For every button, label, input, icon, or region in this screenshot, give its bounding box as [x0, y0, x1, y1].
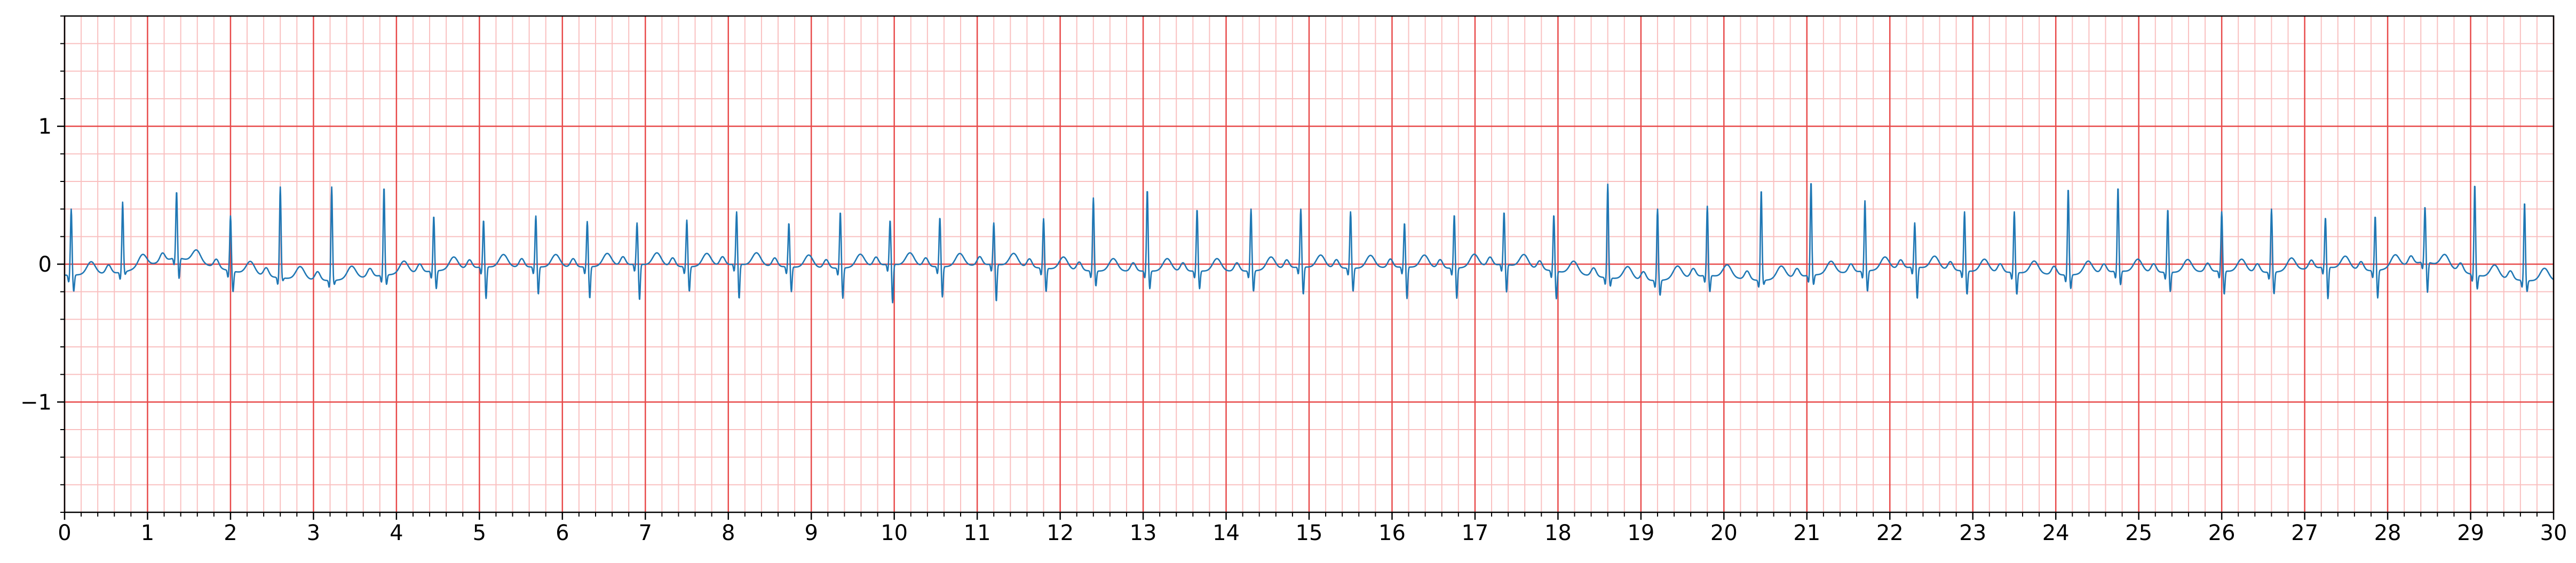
- x-tick-label: 8: [722, 521, 735, 545]
- x-tick-label: 9: [804, 521, 818, 545]
- x-tick-label: 7: [639, 521, 652, 545]
- signal-layer: [64, 181, 2554, 304]
- x-tick-label: 3: [307, 521, 320, 545]
- x-tick-label: 4: [390, 521, 403, 545]
- y-tick-label: −1: [20, 390, 52, 415]
- x-tick-label: 5: [473, 521, 486, 545]
- x-tick-label: 0: [58, 521, 71, 545]
- x-tick-label: 27: [2291, 521, 2318, 545]
- x-tick-label: 12: [1047, 521, 1074, 545]
- x-tick-label: 20: [1710, 521, 1738, 545]
- x-tick-label: 24: [2042, 521, 2070, 545]
- x-tick-label: 19: [1627, 521, 1654, 545]
- x-axis: 0 1 2 3 4 5 6 7 8 9 10 11 12 13 14 15 16 17 18 19 20 21 22 23 24…: [58, 512, 2567, 545]
- x-tick-label: 17: [1461, 521, 1488, 545]
- x-tick-label: 15: [1296, 521, 1323, 545]
- x-tick-label: 6: [556, 521, 569, 545]
- x-tick-label: 18: [1544, 521, 1572, 545]
- x-tick-label: 23: [1959, 521, 1986, 545]
- x-tick-label: 26: [2208, 521, 2236, 545]
- x-tick-label: 11: [964, 521, 991, 545]
- x-tick-label: 29: [2457, 521, 2484, 545]
- x-tick-label: 25: [2125, 521, 2152, 545]
- x-tick-label: 10: [881, 521, 908, 545]
- ecg-signal-line: [64, 183, 2554, 304]
- x-tick-label: 2: [224, 521, 237, 545]
- x-tick-label: 22: [1876, 521, 1904, 545]
- x-tick-label: 1: [141, 521, 154, 545]
- x-tick-label: 14: [1212, 521, 1240, 545]
- y-axis: 1 0 −1: [20, 15, 65, 513]
- x-tick-label: 28: [2374, 521, 2401, 545]
- y-tick-label: 0: [38, 252, 52, 277]
- y-tick-label: 1: [38, 115, 52, 139]
- x-tick-label: 30: [2540, 521, 2567, 545]
- x-tick-label: 21: [1793, 521, 1820, 545]
- x-tick-label: 16: [1378, 521, 1406, 545]
- x-tick-label: 13: [1130, 521, 1157, 545]
